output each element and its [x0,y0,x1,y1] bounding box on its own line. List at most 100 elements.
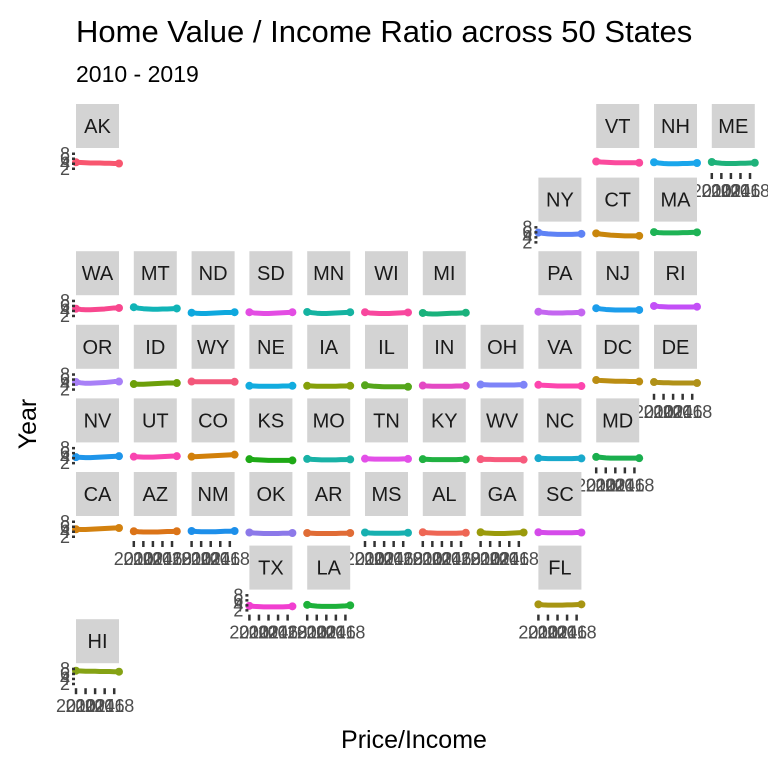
x-tick-label: 2010 [403,549,443,569]
series-line [189,309,238,316]
x-tick-label: 2018 [94,696,134,716]
facet-ia: IA [303,324,355,390]
x-tick-label: 2014 [248,623,288,643]
facet-strip [538,472,582,516]
series-endpoint [172,527,181,536]
x-tick-label: 2016 [85,696,125,716]
facet-strip [191,472,235,516]
facet-strip [596,104,640,148]
y-tick-label: 6 [60,443,70,463]
series-endpoint [245,308,254,317]
series-endpoint [288,602,297,611]
series-line [304,602,353,609]
series-line [189,528,238,535]
x-tick-label: 2018 [557,623,597,643]
facet-strip [76,472,119,516]
facet-strip-label: VT [605,116,631,138]
series-endpoint [303,381,312,390]
x-tick-label: 2016 [316,623,356,643]
series-endpoint [115,377,123,386]
y-tick-label: 2 [60,674,70,694]
x-tick-label: 2016 [431,549,471,569]
facet-strip-label: AZ [143,484,169,506]
series-endpoint [346,601,355,610]
y-tick-label: 4 [60,448,70,468]
facet-strip [76,104,119,148]
series-endpoint [519,380,528,389]
facet-nj: NJ [592,251,644,314]
y-tick-label: 6 [60,517,70,537]
x-tick-label: 2016 [663,402,703,422]
series-endpoint [577,229,586,238]
chart-subtitle: 2010 - 2019 [76,61,199,87]
facet-strip-label: AR [315,484,343,506]
series-endpoint [418,308,427,317]
facet-strip [133,251,177,296]
facet-strip-label: LA [316,558,341,580]
facet-strip-label: IN [434,337,454,359]
facet-strip-label: MS [372,484,402,506]
series-endpoint [288,529,297,537]
y-tick-label: 4 [60,375,70,395]
series-endpoint [461,381,470,390]
series-line [535,601,584,608]
x-tick-label: 2010 [229,623,269,643]
series-line [246,456,295,463]
facet-strip-label: WI [374,263,398,285]
series-endpoint [187,377,196,386]
series-endpoint [418,381,427,390]
x-tick-label: 2010 [692,181,732,201]
x-tick-label: 2012 [239,623,279,643]
series-endpoint [129,452,138,461]
x-tick-label: 2016 [489,549,529,569]
series-endpoint [635,377,644,386]
x-tick-label: 2018 [325,623,365,643]
series-endpoint [361,528,369,537]
facet-strip [307,398,351,443]
facet-strip-label: PA [547,263,573,285]
facet-mi: MI [418,251,470,317]
series-line [535,309,584,316]
series-endpoint [115,667,123,676]
facet-sd: SD [245,251,297,317]
facet-strip [422,251,466,296]
x-tick-label: 2016 [720,181,760,201]
y-tick-label: 6 [522,222,532,242]
x-tick-label: 2010 [634,402,674,422]
series-endpoint [404,528,412,537]
series-endpoint [187,452,196,461]
y-tick-label: 8 [60,291,70,311]
series-line [651,379,700,386]
series-endpoint [750,158,759,167]
x-tick-label: 2014 [595,475,635,495]
series-endpoint [288,456,297,465]
facet-ks: KS [245,398,297,465]
facet-strip [76,398,119,443]
series-endpoint [230,377,239,386]
x-tick-label: 2012 [644,402,684,422]
x-tick-label: 2010 [172,549,212,569]
series-endpoint [346,308,355,317]
series-endpoint [172,304,181,313]
series-endpoint [346,529,355,537]
facet-strip-label: NM [198,484,229,506]
x-tick-label: 2016 [605,475,645,495]
series-endpoint [288,381,297,390]
x-tick-label: 2012 [297,623,337,643]
x-tick-label: 2010 [114,549,154,569]
series-line [593,377,642,385]
series-endpoint [534,307,543,316]
facet-ok: OK [245,472,297,537]
facet-strip-label: KS [258,410,285,432]
series-endpoint [404,308,412,317]
series-endpoint [693,159,701,167]
x-tick-label: 2012 [123,549,163,569]
facet-strip [654,251,697,296]
series-endpoint [635,158,644,167]
y-tick-label: 6 [60,296,70,316]
series-endpoint [361,381,369,390]
